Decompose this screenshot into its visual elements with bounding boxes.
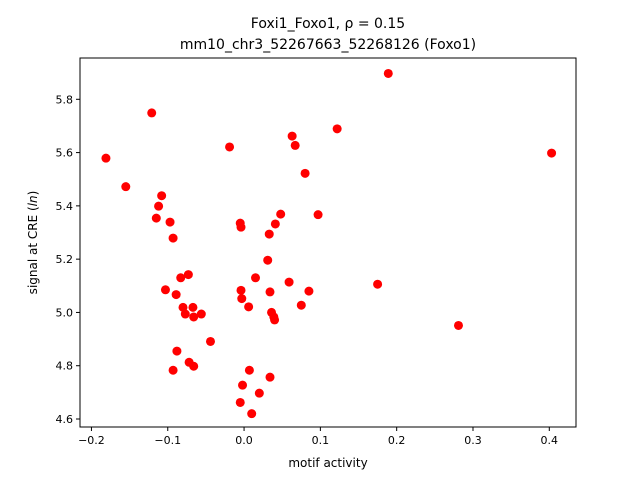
data-point bbox=[373, 279, 383, 289]
data-point bbox=[101, 153, 111, 163]
data-point bbox=[265, 287, 275, 297]
y-axis-label: signal at CRE (ln) bbox=[26, 191, 40, 295]
x-axis-ticks: −0.2 −0.1 0.0 0.1 0.2 0.3 0.4 bbox=[78, 427, 558, 447]
chart-title-line2: mm10_chr3_52267663_52268126 (Foxo1) bbox=[180, 37, 476, 53]
y-tick-label: 5.0 bbox=[56, 306, 74, 319]
y-tick-label: 4.8 bbox=[56, 360, 74, 373]
x-tick-label: 0.4 bbox=[541, 434, 559, 447]
data-point bbox=[168, 365, 178, 375]
x-tick-label: −0.2 bbox=[78, 434, 105, 447]
y-tick-label: 4.6 bbox=[56, 413, 74, 426]
data-point bbox=[121, 182, 131, 192]
x-tick-label: 0.2 bbox=[388, 434, 406, 447]
y-axis-ticks: 4.6 4.8 5.0 5.2 5.4 5.6 5.8 bbox=[56, 93, 80, 426]
data-point bbox=[196, 309, 206, 319]
data-point bbox=[290, 140, 300, 150]
data-point bbox=[183, 270, 193, 280]
data-point bbox=[172, 346, 182, 356]
x-tick-label: 0.3 bbox=[464, 434, 482, 447]
data-point bbox=[247, 409, 257, 419]
data-point bbox=[188, 302, 198, 312]
data-point bbox=[284, 277, 294, 287]
data-point bbox=[225, 142, 235, 152]
data-point bbox=[304, 286, 314, 296]
data-point bbox=[237, 294, 247, 304]
data-point bbox=[453, 320, 463, 330]
axes-frame bbox=[79, 57, 577, 428]
data-point bbox=[313, 210, 323, 220]
data-point bbox=[236, 285, 246, 295]
data-point bbox=[287, 131, 297, 141]
y-tick-label: 5.2 bbox=[56, 253, 74, 266]
data-point bbox=[238, 380, 248, 390]
data-point bbox=[165, 217, 175, 227]
y-tick-label: 5.6 bbox=[56, 147, 74, 160]
x-tick-label: −0.1 bbox=[154, 434, 181, 447]
x-tick-label: 0.0 bbox=[235, 434, 253, 447]
x-tick-label: 0.1 bbox=[312, 434, 330, 447]
data-point bbox=[244, 365, 254, 375]
data-point bbox=[264, 229, 274, 239]
data-point bbox=[171, 290, 181, 300]
data-point bbox=[147, 108, 157, 118]
data-point bbox=[383, 68, 393, 78]
data-point bbox=[235, 397, 245, 407]
data-point bbox=[157, 191, 167, 201]
data-point bbox=[276, 209, 286, 219]
data-point bbox=[547, 148, 557, 158]
data-point bbox=[176, 273, 186, 283]
data-point bbox=[168, 233, 178, 243]
data-point bbox=[154, 201, 164, 211]
data-point bbox=[189, 361, 199, 371]
data-point bbox=[296, 300, 306, 310]
data-point bbox=[180, 309, 190, 319]
y-tick-label: 5.4 bbox=[56, 200, 74, 213]
data-point bbox=[263, 255, 273, 265]
data-point bbox=[160, 285, 170, 295]
x-axis-label: motif activity bbox=[288, 456, 367, 470]
data-points bbox=[101, 68, 557, 419]
data-point bbox=[300, 168, 310, 178]
data-point bbox=[332, 124, 342, 134]
data-point bbox=[189, 312, 199, 322]
data-point bbox=[236, 222, 246, 232]
chart-title-line1: Foxi1_Foxo1, ρ = 0.15 bbox=[251, 16, 405, 32]
y-tick-label: 5.8 bbox=[56, 93, 74, 106]
data-point bbox=[244, 302, 254, 312]
data-point bbox=[151, 213, 161, 223]
data-point bbox=[254, 388, 264, 398]
data-point bbox=[270, 315, 280, 325]
data-point bbox=[270, 219, 280, 229]
data-point bbox=[205, 336, 215, 346]
data-point bbox=[251, 273, 261, 283]
data-point bbox=[265, 372, 275, 382]
